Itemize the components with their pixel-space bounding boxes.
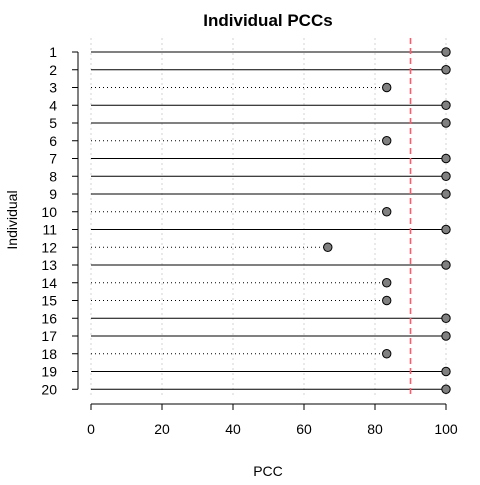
data-point-13	[441, 260, 451, 270]
y-tick-label-14: 14	[41, 275, 57, 291]
x-tick-label-20: 20	[154, 421, 170, 437]
data-point-15	[382, 295, 392, 306]
data-point-3	[382, 82, 392, 93]
x-tick-label-40: 40	[225, 421, 241, 437]
data-points	[323, 47, 451, 394]
data-point-10	[382, 207, 392, 217]
y-tick-label-4: 4	[49, 97, 57, 113]
data-point-19	[441, 366, 451, 377]
y-tick-label-10: 10	[41, 204, 57, 220]
data-point-18	[382, 349, 392, 359]
y-tick-label-18: 18	[41, 346, 57, 362]
y-tick-label-9: 9	[49, 186, 57, 202]
x-tick-label-100: 100	[434, 421, 458, 437]
y-tick-label-3: 3	[49, 80, 57, 96]
data-point-8	[441, 171, 451, 181]
data-point-5	[441, 118, 451, 128]
data-point-9	[441, 189, 451, 199]
x-tick-label-60: 60	[296, 421, 312, 437]
y-tick-label-20: 20	[41, 381, 57, 397]
y-tick-label-12: 12	[41, 239, 57, 255]
y-tick-label-6: 6	[49, 133, 57, 149]
x-axis: 0 20 40 60 80 100	[87, 403, 458, 437]
y-tick-label-8: 8	[49, 168, 57, 184]
data-point-12	[323, 242, 333, 252]
stem-lines	[91, 51, 446, 390]
y-axis-title: Individual	[4, 190, 20, 249]
y-tick-label-5: 5	[49, 115, 57, 131]
y-tick-label-1: 1	[49, 44, 57, 60]
data-point-14	[382, 278, 392, 288]
x-tick-label-0: 0	[87, 421, 95, 437]
y-tick-label-17: 17	[41, 328, 57, 344]
y-tick-label-19: 19	[41, 364, 57, 380]
data-point-2	[441, 65, 451, 75]
data-point-20	[441, 384, 451, 394]
y-tick-label-15: 15	[41, 293, 57, 309]
data-point-17	[441, 331, 451, 341]
chart-title: Individual PCCs	[203, 11, 332, 30]
y-tick-label-7: 7	[49, 151, 57, 167]
y-tick-label-2: 2	[49, 62, 57, 78]
data-point-7	[441, 153, 451, 164]
y-tick-label-11: 11	[42, 222, 57, 238]
y-tick-label-16: 16	[41, 310, 57, 326]
data-point-11	[441, 224, 451, 235]
x-tick-label-80: 80	[367, 421, 383, 437]
y-tick-label-13: 13	[41, 257, 57, 273]
grid-lines	[90, 38, 447, 398]
data-point-16	[441, 313, 451, 323]
data-point-1	[441, 47, 451, 57]
x-axis-title: PCC	[253, 463, 283, 479]
data-point-4	[441, 100, 451, 110]
data-point-6	[382, 136, 392, 146]
